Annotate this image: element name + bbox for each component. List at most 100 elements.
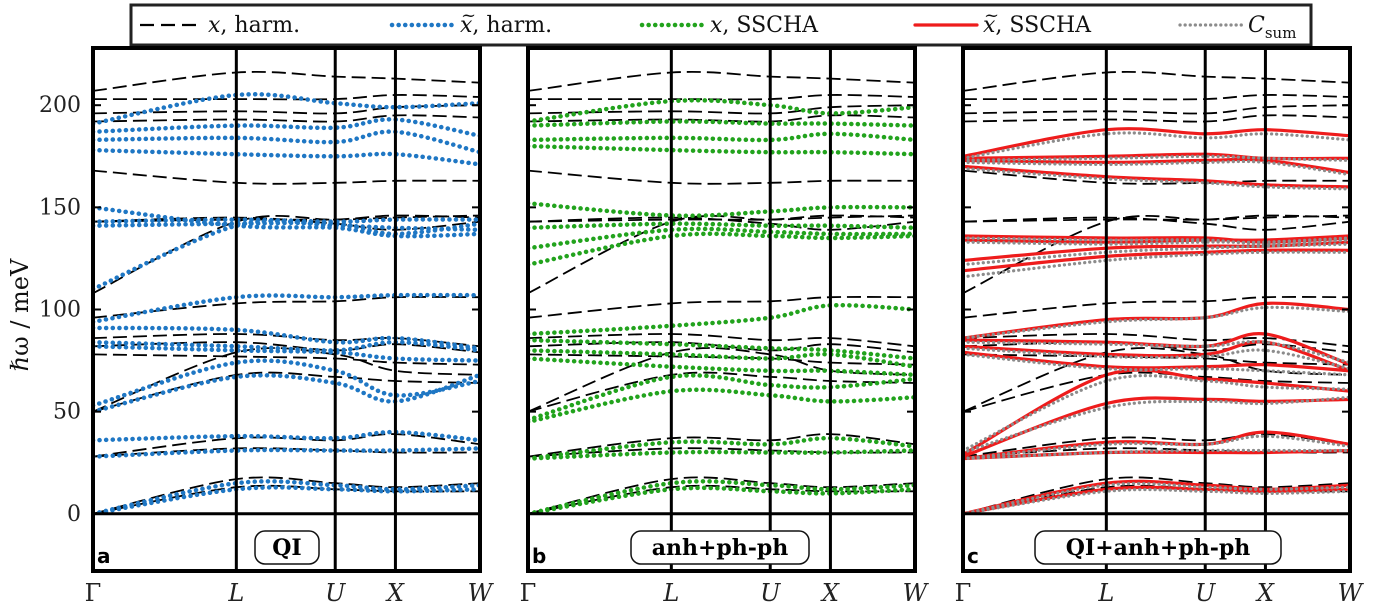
qi-branch-10 (93, 292, 480, 325)
qi-branch-6 (93, 358, 480, 408)
harm-branch-8 (963, 341, 1350, 354)
qi-branch-1 (93, 485, 480, 517)
anh-branch-10 (528, 302, 915, 337)
y-tick-label: 200 (39, 93, 81, 118)
harm-branch-17 (528, 94, 915, 101)
legend-label-5: Csum (1248, 13, 1296, 42)
harm-branch-6 (528, 347, 915, 413)
panel-tag: c (967, 544, 979, 568)
anh-branch-12 (528, 226, 915, 251)
anh-branch-16 (528, 131, 915, 143)
qi-branch-16 (93, 129, 480, 155)
x-tick-label-Γ: Γ (85, 579, 102, 607)
anh-branch-13 (528, 221, 915, 231)
x-tick-label-W: W (468, 579, 495, 607)
legend-label-2: x, harm. (460, 13, 552, 38)
sscha-branch-3 (963, 448, 1350, 461)
series-qi (93, 92, 480, 517)
legend-items: x, harm. x, harm.~ x, SSCHA x, SSCHA~ Csum (140, 5, 1296, 42)
csum-branch-17 (963, 154, 1350, 162)
series-sscha (963, 127, 1350, 516)
sscha-branch-1 (963, 485, 1350, 516)
csum-branch-14 (963, 236, 1350, 246)
anh-branch-1 (528, 485, 915, 517)
x-tick-label-U: U (1195, 579, 1216, 607)
panel-c: Γ L U X Wc QI+anh+ph-ph (955, 46, 1365, 607)
harm-branch-2 (963, 476, 1350, 515)
sscha-branch-12 (963, 240, 1350, 263)
csum-branch-13 (963, 236, 1350, 246)
branch-lines (93, 71, 480, 517)
sscha-branch-9 (963, 331, 1350, 367)
harm-branch-8 (528, 341, 915, 354)
harm-branch-4 (963, 433, 1350, 458)
anh-branch-5 (528, 387, 915, 425)
legend-item-1: x, harm. (140, 13, 300, 38)
qi-branch-2 (93, 479, 480, 517)
csum-branch-9 (963, 339, 1350, 365)
anh-branch-9 (528, 337, 915, 361)
csum-branch-5 (963, 395, 1350, 455)
panel-title-box (254, 530, 320, 565)
x-tick-label-X: X (820, 579, 840, 607)
harm-branch-12 (963, 216, 1350, 231)
anh-branch-2 (528, 479, 915, 517)
sscha-branch-14 (963, 234, 1350, 244)
panel-b: Γ L U X Wb anh+ph-ph (520, 46, 930, 607)
panel-title: QI+anh+ph-ph (1066, 535, 1250, 561)
y-tick-label: 0 (67, 502, 81, 527)
y-tick-label: 100 (39, 298, 81, 323)
harm-branch-14 (93, 169, 480, 185)
harm-branch-18 (963, 71, 1350, 92)
sscha-branch-17 (963, 152, 1350, 161)
legend-frame (129, 3, 1313, 47)
harm-branch-9 (528, 333, 915, 348)
csum-branch-1 (963, 488, 1350, 516)
panel-tag: b (532, 544, 546, 568)
x-tick-label-L: L (1097, 579, 1114, 607)
sscha-branch-6 (963, 368, 1350, 457)
harm-branch-5 (528, 371, 915, 413)
branch-lines (963, 71, 1350, 516)
qi-branch-11 (93, 218, 480, 292)
panel-title: anh+ph-ph (652, 535, 789, 561)
x-tick-label-L: L (227, 579, 244, 607)
csum-branch-10 (963, 305, 1350, 340)
harm-branch-4 (93, 433, 480, 458)
legend-label-4: x, SSCHA (983, 13, 1092, 38)
qi-branch-9 (93, 325, 480, 351)
harm-branch-7 (93, 353, 480, 366)
csum-branch-16 (963, 159, 1350, 177)
harm-branch-14 (963, 169, 1350, 185)
qi-branch-14 (93, 205, 480, 239)
anh-branch-7 (528, 356, 915, 378)
panel-frame (961, 46, 1352, 573)
harm-branch-5 (93, 371, 480, 413)
harm-branch-10 (963, 296, 1350, 319)
panel-title: QI (272, 535, 301, 561)
qi-branch-17 (93, 117, 480, 139)
harm-branch-18 (93, 71, 480, 92)
anh-branch-14 (528, 201, 915, 219)
qi-branch-15 (93, 147, 480, 167)
legend-item-3: x, SSCHA (639, 13, 819, 38)
x-tick-label-X: X (385, 579, 405, 607)
harm-branch-7 (528, 353, 915, 366)
csum-branch-3 (963, 448, 1350, 461)
series-csum (963, 131, 1350, 516)
harm-branch-18 (528, 71, 915, 92)
harm-branch-15 (528, 114, 915, 123)
sscha-branch-8 (963, 340, 1350, 373)
y-tick-label: 150 (39, 195, 81, 220)
csum-branch-7 (963, 352, 1350, 377)
x-tick-label-W: W (903, 579, 930, 607)
harm-branch-4 (528, 433, 915, 458)
csum-branch-8 (963, 346, 1350, 371)
harm-branch-13 (963, 214, 1350, 223)
csum-branch-15 (963, 166, 1350, 191)
csum-branch-18 (963, 131, 1350, 160)
panel-tag: a (97, 544, 111, 568)
harm-branch-13 (93, 214, 480, 223)
series-harm (93, 71, 480, 515)
qi-branch-13 (93, 217, 480, 224)
